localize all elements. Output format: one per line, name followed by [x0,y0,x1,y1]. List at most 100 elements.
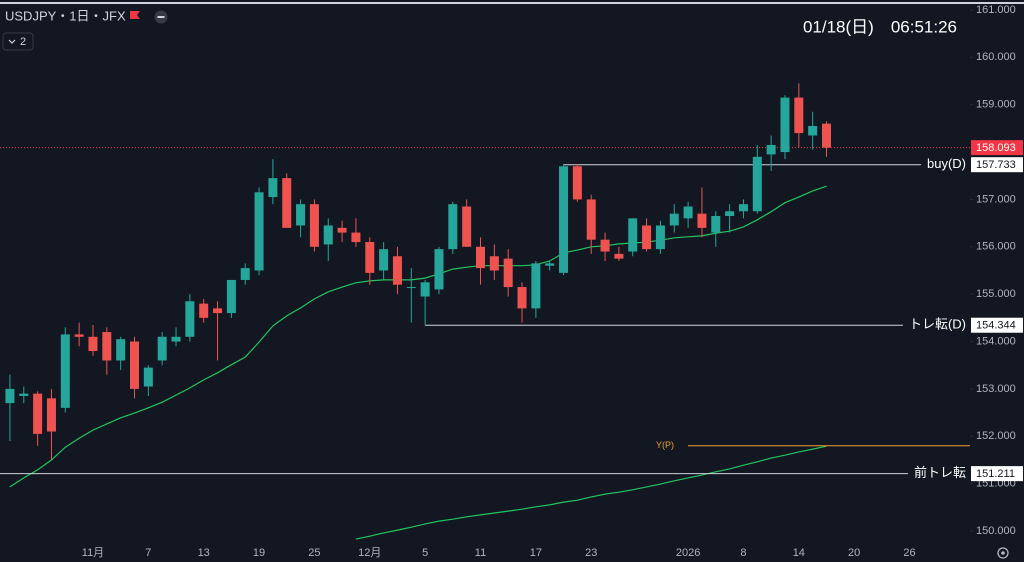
plot-area [0,83,970,540]
candle-body [254,192,264,271]
y-tick-label: 156.000 [976,241,1016,253]
x-tick-label: 25 [308,547,320,559]
x-tick-label: 20 [848,547,860,559]
candle-body [586,199,596,240]
candle-body [462,206,472,247]
overlay: 150.000151.000152.000153.000154.000155.0… [82,4,1023,559]
candle-body [309,204,319,247]
y-tick-label: 157.000 [976,193,1016,205]
candle-body [226,279,236,314]
candle-body [60,334,70,408]
x-tick-label: 11 [475,547,486,559]
x-tick-label: 26 [903,547,915,559]
candle-body [738,204,748,212]
settings-icon [1001,551,1005,555]
x-tick-label: 13 [198,547,210,559]
candle-body [33,393,43,434]
chevron-icon [8,39,16,44]
yp-label: Y(P) [656,440,674,450]
candle-body [752,156,762,212]
candle-body [448,204,458,250]
candle-body [434,249,444,290]
candle-body [766,144,776,155]
candle-body [600,239,610,252]
candle-body [780,97,790,153]
candle-body [88,336,98,351]
candle-body [669,213,679,226]
candle-body [476,246,485,269]
level-tag-label: 157.733 [976,159,1016,171]
y-tick-label: 152.000 [976,430,1016,442]
x-tick-label: 11月 [82,547,104,559]
last-price-tag [971,140,1023,156]
settings-button[interactable] [997,547,1009,559]
candle-body [725,211,735,216]
candle-body [143,367,153,387]
level-label: buy(D) [927,156,966,171]
level-tag-label: 151.211 [976,468,1015,480]
level-tag [971,157,1023,173]
candle-body [185,301,195,337]
candle-body [559,166,569,273]
level-label: 前トレ転 [914,465,966,480]
candle-body [628,218,638,252]
candle-body [199,303,209,318]
x-tick-label: 7 [145,547,151,559]
indicator-toggle[interactable] [2,32,34,51]
candle-body [323,225,333,245]
candle-body [545,263,555,266]
datetime: 01/18(日) 06:51:26 [803,17,957,36]
x-tick-label: 5 [422,547,428,559]
last-price-tag-label: 158.093 [976,142,1016,154]
candle-body [171,336,181,342]
y-tick-label: 159.000 [976,99,1016,111]
candle-body [282,178,292,228]
candle-body [351,232,361,243]
candle-body [116,339,126,361]
y-tick-label: 150.000 [976,525,1016,537]
candle-body [157,336,167,361]
y-tick-label: 154.000 [976,335,1016,347]
flag-icon[interactable] [130,11,140,19]
candle-body [420,282,430,297]
candle-body [102,332,112,361]
hide-icon [157,16,165,18]
candle-body [337,227,347,233]
level-label: トレ転(D) [909,317,966,332]
x-tick-label: 14 [793,547,805,559]
candle-body [822,123,831,148]
candle-body [614,253,624,259]
candle-body [5,388,15,404]
level-tag [971,317,1023,333]
top-border [0,2,1024,4]
candle-body [642,225,652,250]
candle-body [46,398,56,432]
candle-body [489,256,499,271]
candle-body [794,97,804,134]
x-tick-label: 23 [585,547,597,559]
x-tick-label: 12月 [358,547,381,559]
x-tick-label: 2026 [676,547,700,559]
candle-body [808,126,818,136]
candle-body [240,268,250,280]
candle-body [19,393,29,396]
y-tick-label: 155.000 [976,288,1016,300]
y-tick-label: 160.000 [976,51,1016,63]
candle-body [213,308,223,314]
moving-average-line [355,445,827,540]
candle-body [296,204,306,226]
candle-body [711,216,721,233]
candle-body [268,178,278,198]
x-tick-label: 8 [740,547,746,559]
candle-body [130,341,139,389]
candle-body [531,263,541,309]
candle-body [503,258,513,288]
indicator-count: 2 [20,36,26,48]
y-tick-label: 161.000 [976,4,1016,16]
candle-body [365,242,375,273]
candle-body [572,166,582,200]
candle-body [697,213,707,228]
candle-body [517,287,527,309]
level-tag-label: 154.344 [976,320,1016,332]
